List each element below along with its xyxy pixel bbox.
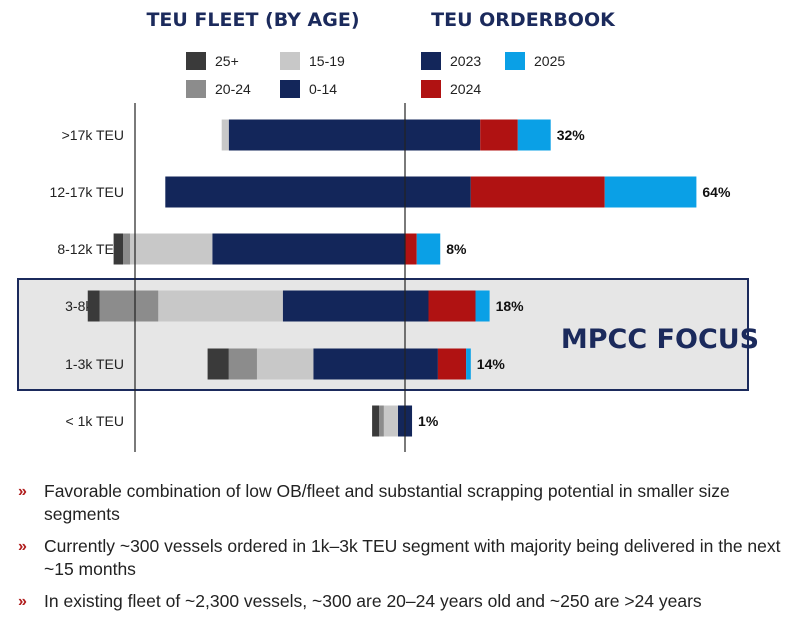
- bullet-marker: »: [18, 538, 27, 555]
- orderbook-bar-2024: [470, 176, 605, 208]
- legend-swatch-2023: [421, 52, 441, 70]
- bullet-item: » In existing fleet of ~2,300 vessels, ~…: [18, 590, 798, 613]
- bullet-marker: »: [18, 593, 27, 610]
- orderbook-bar-2025: [466, 348, 471, 380]
- orderbook-bar-2023: [405, 290, 429, 322]
- fleet-bar-25: [207, 348, 229, 380]
- legend-swatch-20-24: [186, 80, 206, 98]
- legend-swatch-2024: [421, 80, 441, 98]
- fleet-bar-0-14: [397, 405, 405, 437]
- orderbook-bar-2023: [405, 348, 438, 380]
- orderbook-pct-label: 1%: [418, 413, 439, 429]
- fleet-bar-15-19: [130, 233, 213, 265]
- orderbook-bar-2024: [405, 233, 417, 265]
- orderbook-bar-2025: [517, 119, 551, 151]
- legend-label-0-14: 0-14: [309, 81, 337, 97]
- orderbook-pct-label: 8%: [446, 241, 467, 257]
- fleet-title: TEU FLEET (BY AGE): [146, 9, 359, 31]
- orderbook-bar-2024: [428, 290, 476, 322]
- legend-swatch-0-14: [280, 80, 300, 98]
- fleet-bar-20-24: [99, 290, 159, 322]
- bullet-marker: »: [18, 483, 27, 500]
- fleet-bar-0-14: [282, 290, 405, 322]
- orderbook-bar-2025: [416, 233, 441, 265]
- fleet-bar-0-14: [212, 233, 405, 265]
- fleet-orderbook-chart: TEU FLEET (BY AGE) TEU ORDERBOOK 25+ 15-1…: [17, 9, 759, 452]
- category-label: 12-17k TEU: [50, 184, 124, 200]
- fleet-bar-15-19: [256, 348, 314, 380]
- orderbook-bar-2023: [405, 405, 413, 437]
- category-label: 1-3k TEU: [65, 356, 124, 372]
- fleet-bar-25: [87, 290, 100, 322]
- legend-label-25: 25+: [215, 53, 239, 69]
- bullet-item: » Currently ~300 vessels ordered in 1k–3…: [18, 535, 798, 581]
- fleet-bar-0-14: [228, 119, 405, 151]
- fleet-bar-20-24: [379, 405, 384, 437]
- fleet-bar-0-14: [313, 348, 405, 380]
- orderbook-bar-2024: [437, 348, 467, 380]
- bullet-item: » Favorable combination of low OB/fleet …: [18, 480, 798, 526]
- orderbook-bar-2025: [604, 176, 697, 208]
- fleet-bar-25: [113, 233, 123, 265]
- focus-label: MPCC FOCUS: [561, 324, 759, 355]
- legend-label-2025: 2025: [534, 53, 565, 69]
- bullet-text: Favorable combination of low OB/fleet an…: [44, 481, 730, 524]
- orderbook-pct-label: 64%: [702, 184, 731, 200]
- fleet-bar-0-14: [165, 176, 405, 208]
- orderbook-bar-2025: [475, 290, 490, 322]
- category-label: >17k TEU: [62, 127, 124, 143]
- fleet-bar-20-24: [228, 348, 257, 380]
- legend-label-2023: 2023: [450, 53, 481, 69]
- category-label: < 1k TEU: [66, 413, 125, 429]
- fleet-bar-25: [372, 405, 380, 437]
- fleet-bar-15-19: [221, 119, 229, 151]
- orderbook-pct-label: 18%: [496, 298, 525, 314]
- legend-swatch-2025: [505, 52, 525, 70]
- fleet-bar-20-24: [123, 233, 131, 265]
- legend-swatch-15-19: [280, 52, 300, 70]
- bullet-text: Currently ~300 vessels ordered in 1k–3k …: [44, 536, 781, 579]
- fleet-bar-15-19: [158, 290, 283, 322]
- bullet-list: » Favorable combination of low OB/fleet …: [18, 480, 798, 622]
- orderbook-pct-label: 32%: [557, 127, 586, 143]
- legend-label-2024: 2024: [450, 81, 481, 97]
- orderbook-pct-label: 14%: [477, 356, 506, 372]
- legend-swatch-25: [186, 52, 206, 70]
- legend-label-15-19: 15-19: [309, 53, 345, 69]
- legend-label-20-24: 20-24: [215, 81, 251, 97]
- orderbook-title: TEU ORDERBOOK: [431, 9, 616, 31]
- orderbook-bar-2023: [405, 176, 471, 208]
- category-label: 8-12k TEU: [57, 241, 124, 257]
- bullet-text: In existing fleet of ~2,300 vessels, ~30…: [44, 591, 702, 611]
- orderbook-bar-2024: [480, 119, 518, 151]
- fleet-bar-15-19: [383, 405, 398, 437]
- orderbook-bar-2023: [405, 119, 481, 151]
